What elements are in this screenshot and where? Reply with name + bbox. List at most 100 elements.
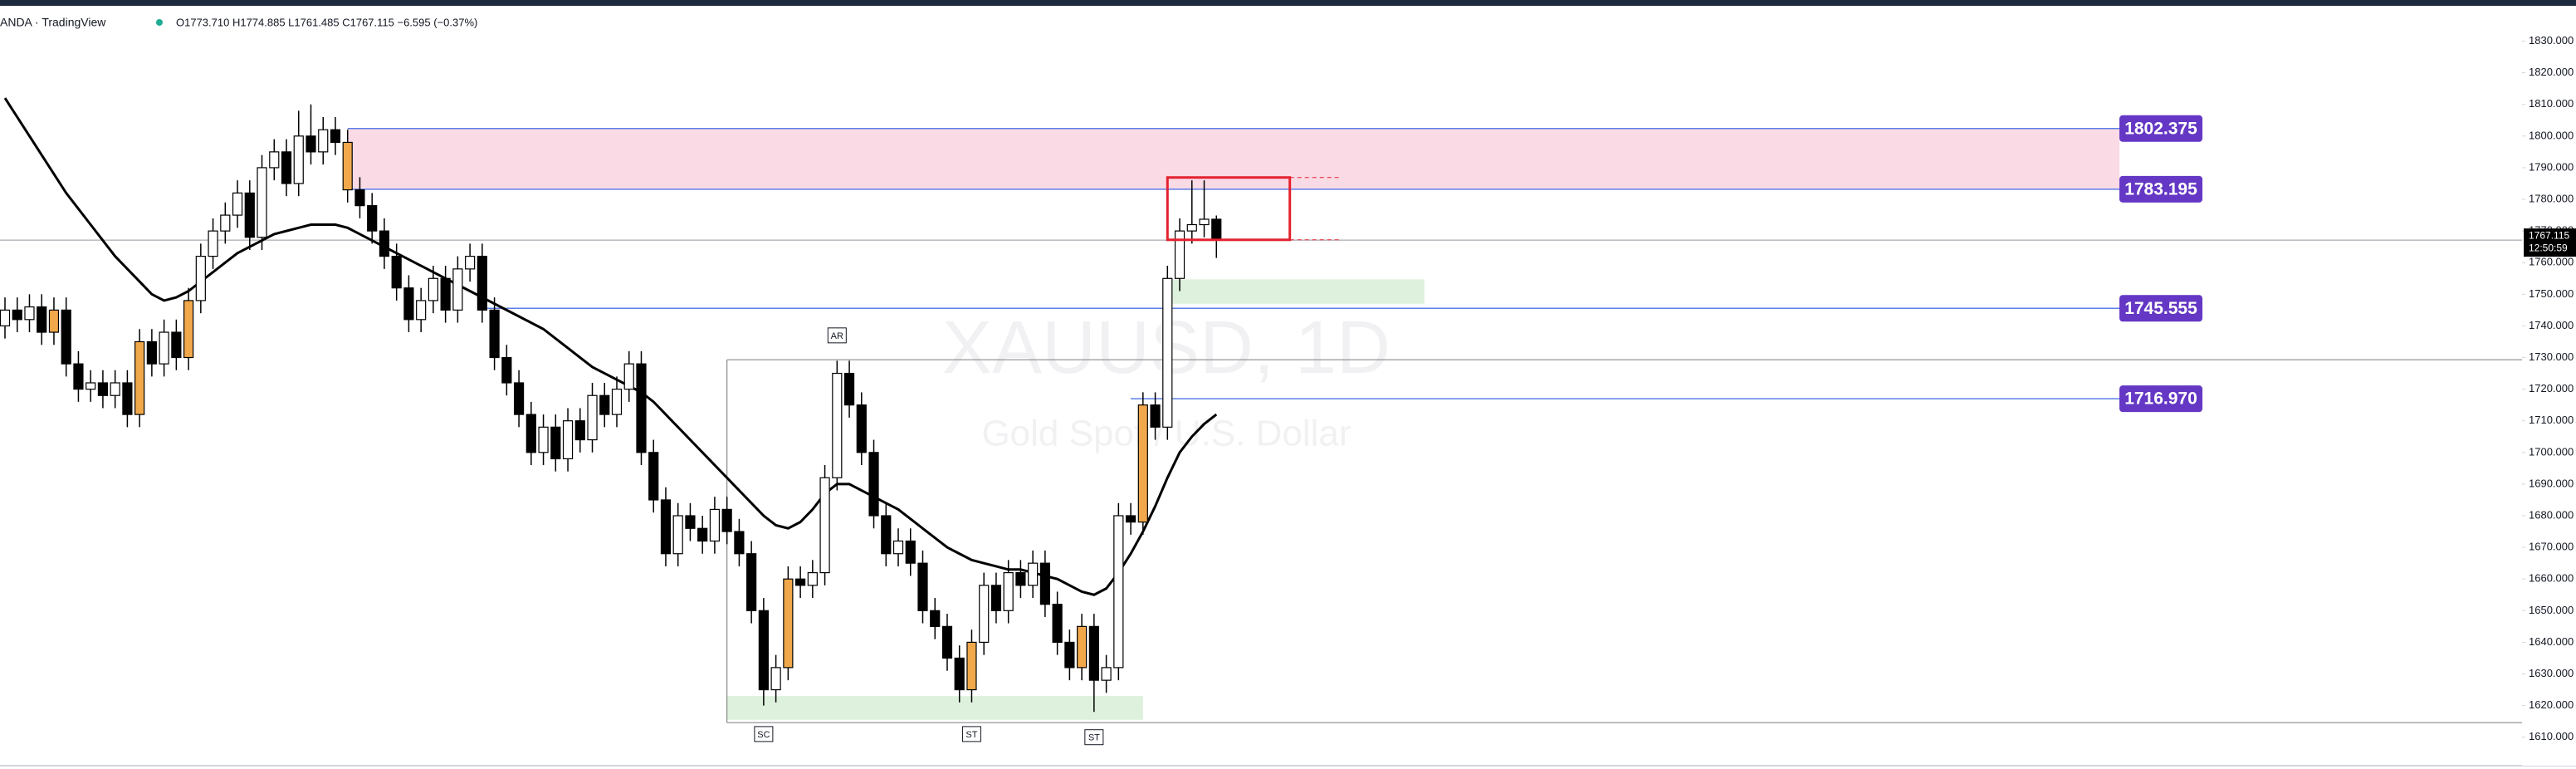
level-label-box: [2119, 385, 2202, 413]
candle-body: [354, 189, 365, 207]
candle-body: [208, 230, 218, 257]
candle-body: [623, 363, 634, 390]
candle-body: [611, 389, 623, 415]
level-label: 1745.555: [2124, 299, 2197, 318]
candle-body: [660, 499, 672, 555]
candle-body: [636, 363, 647, 453]
level-label-box: [2119, 175, 2202, 203]
candle-body: [440, 277, 451, 311]
candle-body: [1088, 625, 1099, 681]
candle-body: [758, 610, 769, 691]
candle-body: [525, 414, 536, 453]
candle-body: [1039, 562, 1051, 605]
annotation-box: [1084, 729, 1104, 746]
level-label: 1716.970: [2124, 389, 2197, 409]
candle-body: [574, 420, 585, 441]
candle-body: [501, 356, 512, 384]
candle-body: [465, 256, 476, 270]
candle-body: [379, 230, 390, 257]
level-label: 1783.195: [2124, 179, 2197, 198]
annotation: AR: [831, 331, 843, 341]
candle-body: [12, 309, 22, 321]
candle-body: [195, 256, 206, 301]
y-tick-label: 1630.000: [2529, 667, 2574, 679]
candle-body: [587, 394, 598, 441]
y-tick-label: 1800.000: [2529, 129, 2574, 141]
countdown: 12:50:59: [2529, 242, 2568, 253]
y-tick-label: 1750.000: [2529, 287, 2574, 300]
y-tick-label: 1790.000: [2529, 160, 2574, 173]
candle-body: [281, 151, 292, 184]
candle-body: [183, 300, 194, 359]
candle-body: [489, 309, 500, 359]
candle-body: [452, 268, 463, 311]
candle-body: [868, 452, 879, 517]
candle-body: [244, 192, 255, 238]
candle-body: [61, 309, 71, 365]
candle-body: [672, 515, 683, 555]
candle-body: [538, 426, 549, 453]
y-tick-label: 1680.000: [2529, 508, 2574, 521]
candle-body: [599, 394, 610, 415]
candle-body: [1052, 604, 1063, 644]
candle-body: [134, 340, 145, 415]
candle-body: [746, 553, 757, 611]
candle-body: [1186, 223, 1197, 232]
candle-body: [1064, 641, 1075, 669]
candle-body: [403, 287, 414, 321]
candle-body: [990, 585, 1002, 611]
candle-body: [881, 515, 892, 555]
candle-body: [48, 309, 60, 333]
zone: [1167, 279, 1425, 304]
candle-body: [1003, 571, 1014, 611]
candle-body: [220, 214, 231, 232]
candle-body: [794, 578, 806, 586]
annotation: ST: [1088, 733, 1100, 743]
candle-body: [257, 167, 267, 238]
box: [1166, 176, 1292, 242]
candle-body: [86, 382, 96, 390]
candle-body: [954, 657, 965, 691]
candle-body: [1077, 625, 1088, 669]
candle-body: [1174, 230, 1185, 279]
level-label-box: [2119, 295, 2202, 322]
candle-body: [1028, 562, 1039, 586]
candle-body: [37, 306, 47, 333]
candle-body: [171, 331, 182, 359]
candle-body: [146, 340, 157, 365]
candle-body: [1211, 218, 1222, 241]
candle-body: [367, 205, 378, 232]
zone: [347, 128, 2120, 189]
candle-body: [685, 515, 696, 529]
moving-average: [3, 97, 1218, 596]
candle-body: [721, 508, 732, 532]
level-label-box: [2119, 115, 2202, 142]
price-axis: [2522, 6, 2576, 766]
candle-body: [110, 382, 120, 396]
candle-body: [892, 540, 904, 555]
annotation: ST: [965, 730, 977, 740]
header-ohlc: O1773.710 H1774.885 L1761.485 C1767.115 …: [176, 16, 477, 28]
annotation-box: [754, 726, 774, 742]
candle-body: [1162, 277, 1173, 428]
candle-body: [966, 641, 977, 691]
status-dot: [156, 19, 163, 26]
top-bar: [0, 0, 2576, 6]
candle-body: [513, 382, 525, 415]
plot: 1802.375 1783.195 1745.555 1716.970 AR SC ST ST: [0, 97, 2522, 746]
candle-body: [1199, 218, 1210, 226]
candle-body: [416, 300, 427, 321]
y-tick-label: 1830.000: [2529, 34, 2574, 47]
candle-body: [342, 141, 353, 191]
candle-body: [770, 667, 781, 691]
y-tick-label: 1690.000: [2529, 477, 2574, 489]
candle-body: [905, 540, 916, 564]
candle-body: [330, 129, 341, 144]
y-tick-label: 1740.000: [2529, 319, 2574, 331]
candle-body: [269, 151, 280, 169]
candle-body: [477, 256, 487, 311]
candle-body: [807, 571, 818, 586]
candle-body: [97, 382, 109, 396]
last-price-label: 1767.115: [2529, 229, 2569, 241]
